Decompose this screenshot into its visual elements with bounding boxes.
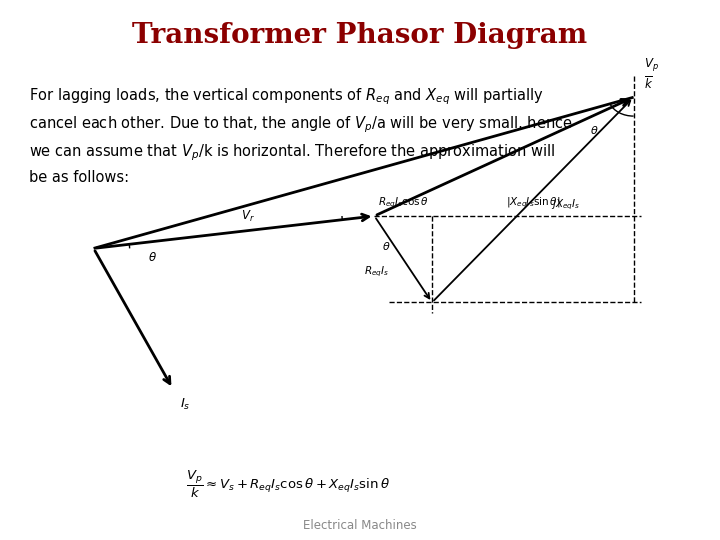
- Text: $\theta$: $\theta$: [382, 240, 390, 252]
- Text: $\theta$: $\theta$: [590, 124, 599, 136]
- Text: $\theta$: $\theta$: [148, 251, 156, 264]
- Text: $V_p$
$\overline{k}$: $V_p$ $\overline{k}$: [644, 56, 660, 92]
- Text: $jX_{eq}I_s$: $jX_{eq}I_s$: [551, 198, 580, 212]
- Text: For lagging loads, the vertical components of $R_{eq}$ and $X_{eq}$ will partial: For lagging loads, the vertical componen…: [29, 86, 572, 185]
- Text: $R_{eq}I_s\cos\theta$: $R_{eq}I_s\cos\theta$: [378, 195, 428, 210]
- Text: $I_s$: $I_s$: [180, 397, 191, 412]
- Text: Transformer Phasor Diagram: Transformer Phasor Diagram: [132, 22, 588, 49]
- Text: Electrical Machines: Electrical Machines: [303, 519, 417, 532]
- Text: $|X_{eq}I_s\sin\theta|$: $|X_{eq}I_s\sin\theta|$: [505, 195, 560, 210]
- Text: $\dfrac{V_p}{k} \approx V_s + R_{eq}I_s\cos\theta + X_{eq}I_s\sin\theta$: $\dfrac{V_p}{k} \approx V_s + R_{eq}I_s\…: [186, 468, 390, 500]
- Text: $R_{eq}I_s$: $R_{eq}I_s$: [364, 265, 389, 279]
- Text: $V_r$: $V_r$: [241, 209, 255, 224]
